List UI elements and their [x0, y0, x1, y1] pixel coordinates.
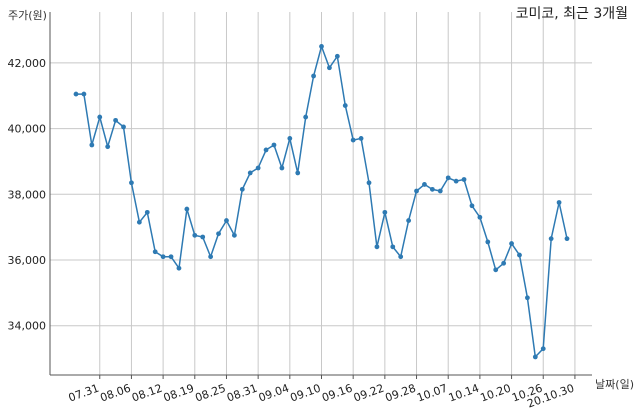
- x-axis-label: 날짜(일): [595, 377, 634, 391]
- data-point: [390, 244, 396, 250]
- x-tick-label: 09.16: [320, 382, 354, 405]
- data-point: [342, 103, 348, 108]
- x-tick-label: 08.19: [162, 382, 196, 405]
- data-point: [279, 165, 285, 171]
- data-point: [548, 236, 554, 242]
- x-tick-label: 08.25: [193, 382, 227, 405]
- data-point: [398, 254, 404, 260]
- data-point: [81, 91, 87, 97]
- data-point: [406, 218, 412, 223]
- data-point: [121, 124, 126, 130]
- data-point: [382, 209, 388, 215]
- x-tick-labels: 07.3108.0608.1208.1908.2508.3109.0409.10…: [67, 382, 576, 411]
- data-point: [184, 206, 190, 212]
- data-point: [517, 252, 522, 258]
- data-point: [73, 91, 79, 97]
- data-point: [445, 175, 451, 181]
- data-point: [136, 219, 142, 225]
- axes: [49, 12, 592, 379]
- data-point: [271, 142, 277, 148]
- data-point: [540, 346, 546, 352]
- data-point: [414, 188, 419, 194]
- data-point: [366, 180, 372, 186]
- series: [73, 43, 570, 360]
- data-point: [532, 354, 538, 360]
- data-point: [374, 244, 380, 250]
- x-tick-label: 09.04: [257, 382, 291, 405]
- y-tick-labels: 34,000 36,000 38,000 40,000 42,000: [8, 57, 47, 333]
- data-point: [208, 254, 214, 260]
- x-tick-label: 09.28: [384, 382, 418, 405]
- data-point: [255, 165, 261, 171]
- x-tick-label: 10.14: [447, 382, 481, 405]
- data-point: [89, 142, 95, 148]
- data-point: [295, 170, 301, 176]
- data-point: [437, 188, 443, 194]
- data-point: [129, 180, 134, 186]
- grid: [50, 12, 592, 375]
- x-tick-label: 08.06: [98, 382, 132, 405]
- x-tick-label: 10.20: [479, 382, 513, 405]
- data-point: [509, 241, 514, 246]
- data-point: [224, 218, 229, 223]
- data-point: [216, 231, 221, 237]
- y-axis-label: 주가(원): [8, 9, 47, 22]
- data-point: [287, 136, 293, 141]
- data-point: [453, 178, 459, 184]
- data-point: [105, 144, 111, 150]
- x-tick-label: 08.12: [130, 382, 164, 405]
- data-point: [429, 186, 435, 192]
- data-point: [168, 254, 174, 260]
- data-point: [501, 260, 507, 266]
- data-point: [334, 53, 340, 59]
- data-point: [493, 267, 499, 273]
- data-point: [113, 117, 118, 123]
- y-tick-label: 42,000: [8, 57, 47, 70]
- data-point: [192, 232, 198, 238]
- data-point: [231, 232, 237, 238]
- data-point: [144, 209, 150, 215]
- data-point: [525, 295, 530, 301]
- y-tick-label: 38,000: [8, 188, 47, 201]
- data-point: [311, 73, 316, 79]
- data-point: [469, 203, 475, 209]
- x-tick-label: 08.31: [225, 382, 259, 405]
- data-point: [200, 234, 206, 240]
- data-point: [564, 236, 570, 242]
- data-point: [239, 186, 245, 192]
- data-point: [319, 44, 324, 49]
- data-point: [327, 65, 332, 71]
- data-point: [152, 249, 158, 255]
- data-point: [422, 182, 427, 187]
- data-point: [263, 147, 269, 153]
- y-tick-label: 34,000: [8, 320, 47, 333]
- x-tick-label: 07.31: [67, 382, 101, 405]
- chart-title: 코미코, 최근 3개월: [516, 6, 628, 22]
- data-point: [350, 137, 356, 143]
- y-tick-label: 36,000: [8, 254, 47, 267]
- data-point: [176, 265, 182, 271]
- y-tick-label: 40,000: [8, 123, 47, 136]
- data-point: [556, 200, 562, 205]
- data-point: [160, 254, 166, 260]
- data-point: [461, 177, 467, 182]
- data-point: [247, 170, 253, 176]
- data-point: [477, 214, 483, 220]
- x-tick-label: 10.07: [415, 382, 449, 405]
- data-point: [358, 136, 364, 141]
- data-point: [97, 114, 103, 120]
- data-point: [303, 114, 309, 120]
- x-tick-label: 09.22: [352, 382, 386, 405]
- x-tick-label: 09.10: [288, 382, 322, 405]
- data-point: [485, 239, 491, 245]
